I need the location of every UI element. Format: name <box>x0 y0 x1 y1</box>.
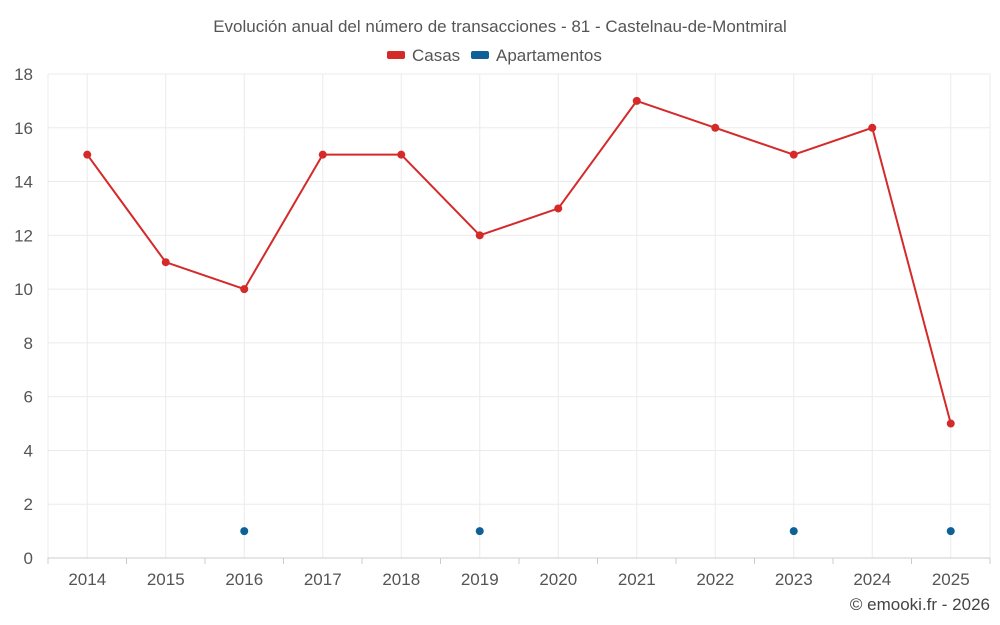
data-point-casas[interactable] <box>83 150 92 159</box>
legend-swatch-apartamentos <box>471 51 489 59</box>
y-axis: 0 2 4 6 8 10 12 14 16 18 <box>14 65 33 568</box>
x-tick-label: 2014 <box>68 570 106 589</box>
chart-title: Evolución anual del número de transaccio… <box>213 17 787 36</box>
y-tick-label: 4 <box>24 441 33 460</box>
legend[interactable]: Casas Apartamentos <box>387 46 602 65</box>
data-point-casas[interactable] <box>397 150 406 159</box>
series-line-casas <box>86 99 952 424</box>
data-point-casas[interactable] <box>632 96 641 105</box>
legend-item-apartamentos[interactable]: Apartamentos <box>471 46 602 65</box>
legend-swatch-casas <box>387 51 405 59</box>
y-tick-label: 16 <box>14 119 33 138</box>
y-tick-label: 8 <box>24 334 33 353</box>
gridlines <box>47 73 991 558</box>
data-series <box>83 96 955 536</box>
x-tick-label: 2024 <box>853 570 891 589</box>
data-point-apartamentos[interactable] <box>475 527 484 536</box>
data-point-casas[interactable] <box>946 419 955 428</box>
y-tick-label: 6 <box>24 388 33 407</box>
series-apartamentos <box>240 527 955 536</box>
credit-text: © emooki.fr - 2026 <box>850 595 990 614</box>
data-point-casas[interactable] <box>868 123 877 132</box>
data-point-casas[interactable] <box>318 150 327 159</box>
x-tick-label: 2016 <box>225 570 263 589</box>
y-tick-label: 18 <box>14 65 33 84</box>
data-point-apartamentos[interactable] <box>789 527 798 536</box>
x-tick-label: 2020 <box>539 570 577 589</box>
x-tick-label: 2022 <box>696 570 734 589</box>
x-tick-label: 2023 <box>775 570 813 589</box>
x-tick-label: 2025 <box>932 570 970 589</box>
y-tick-label: 0 <box>24 549 33 568</box>
data-point-casas[interactable] <box>475 231 484 240</box>
x-axis: 2014 2015 2016 2017 2018 2019 2020 2021 2022 2023… <box>47 557 991 589</box>
legend-label-apartamentos: Apartamentos <box>496 46 602 65</box>
series-casas <box>83 96 955 428</box>
y-tick-label: 10 <box>14 280 33 299</box>
data-point-casas[interactable] <box>240 285 249 294</box>
data-point-casas[interactable] <box>161 258 170 267</box>
data-point-apartamentos[interactable] <box>946 527 955 536</box>
y-tick-label: 14 <box>14 173 33 192</box>
x-tick-label: 2019 <box>461 570 499 589</box>
data-point-apartamentos[interactable] <box>240 527 249 536</box>
legend-item-casas[interactable]: Casas <box>387 46 460 65</box>
x-tick-label: 2015 <box>147 570 185 589</box>
legend-label-casas: Casas <box>412 46 460 65</box>
x-tick-label: 2017 <box>304 570 342 589</box>
data-point-casas[interactable] <box>789 150 798 159</box>
data-point-casas[interactable] <box>711 123 720 132</box>
y-tick-label: 12 <box>14 226 33 245</box>
x-tick-label: 2021 <box>618 570 656 589</box>
data-point-casas[interactable] <box>554 204 563 213</box>
x-tick-label: 2018 <box>382 570 420 589</box>
y-tick-label: 2 <box>24 495 33 514</box>
